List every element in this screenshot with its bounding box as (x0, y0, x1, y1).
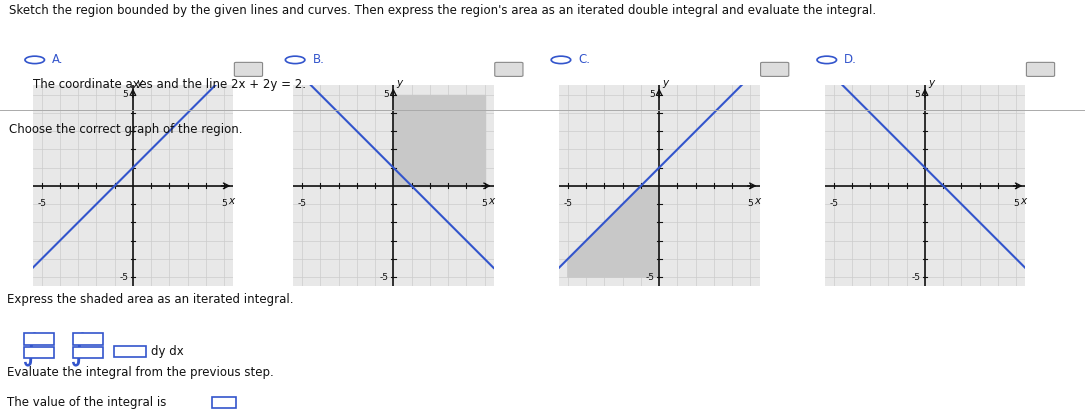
Text: -5: -5 (119, 273, 128, 282)
Text: -5: -5 (911, 273, 920, 282)
Text: -5: -5 (829, 199, 839, 208)
Text: $\int$: $\int$ (21, 331, 39, 369)
Polygon shape (567, 186, 660, 277)
Text: Q+: Q+ (768, 65, 781, 74)
Text: -5: -5 (563, 199, 573, 208)
Text: C.: C. (578, 53, 590, 66)
FancyBboxPatch shape (212, 397, 235, 408)
Text: 5: 5 (1013, 199, 1019, 208)
Text: x: x (228, 196, 234, 206)
Text: -5: -5 (380, 273, 388, 282)
Text: y: y (929, 78, 934, 88)
Text: Q+: Q+ (502, 65, 515, 74)
Text: A.: A. (52, 53, 64, 66)
Text: 5: 5 (748, 199, 753, 208)
Text: 5: 5 (649, 90, 654, 99)
Text: Evaluate the integral from the previous step.: Evaluate the integral from the previous … (8, 366, 273, 379)
Text: The value of the integral is: The value of the integral is (8, 396, 166, 408)
Text: y: y (663, 78, 668, 88)
Polygon shape (393, 95, 485, 186)
Text: The coordinate axes and the line 2x + 2y = 2.: The coordinate axes and the line 2x + 2y… (33, 78, 306, 91)
Text: y: y (397, 78, 403, 88)
Text: Express the shaded area as an iterated integral.: Express the shaded area as an iterated i… (8, 293, 294, 306)
Text: 5: 5 (383, 90, 388, 99)
Text: x: x (754, 196, 761, 206)
Text: Choose the correct graph of the region.: Choose the correct graph of the region. (9, 123, 242, 136)
Text: x: x (1020, 196, 1026, 206)
Text: 5: 5 (123, 90, 128, 99)
Text: Sketch the region bounded by the given lines and curves. Then express the region: Sketch the region bounded by the given l… (9, 4, 876, 17)
Text: x: x (488, 196, 495, 206)
Text: D.: D. (844, 53, 857, 66)
Text: Q+: Q+ (1034, 65, 1047, 74)
Text: $\int$: $\int$ (69, 331, 88, 369)
Text: 5: 5 (915, 90, 920, 99)
Text: 5: 5 (221, 199, 227, 208)
Text: dy dx: dy dx (151, 345, 183, 358)
Text: Q+: Q+ (242, 65, 255, 74)
Text: -5: -5 (37, 199, 47, 208)
Text: y: y (137, 78, 142, 88)
Text: B.: B. (312, 53, 324, 66)
Text: -5: -5 (646, 273, 654, 282)
Text: 5: 5 (482, 199, 487, 208)
Text: -5: -5 (297, 199, 307, 208)
